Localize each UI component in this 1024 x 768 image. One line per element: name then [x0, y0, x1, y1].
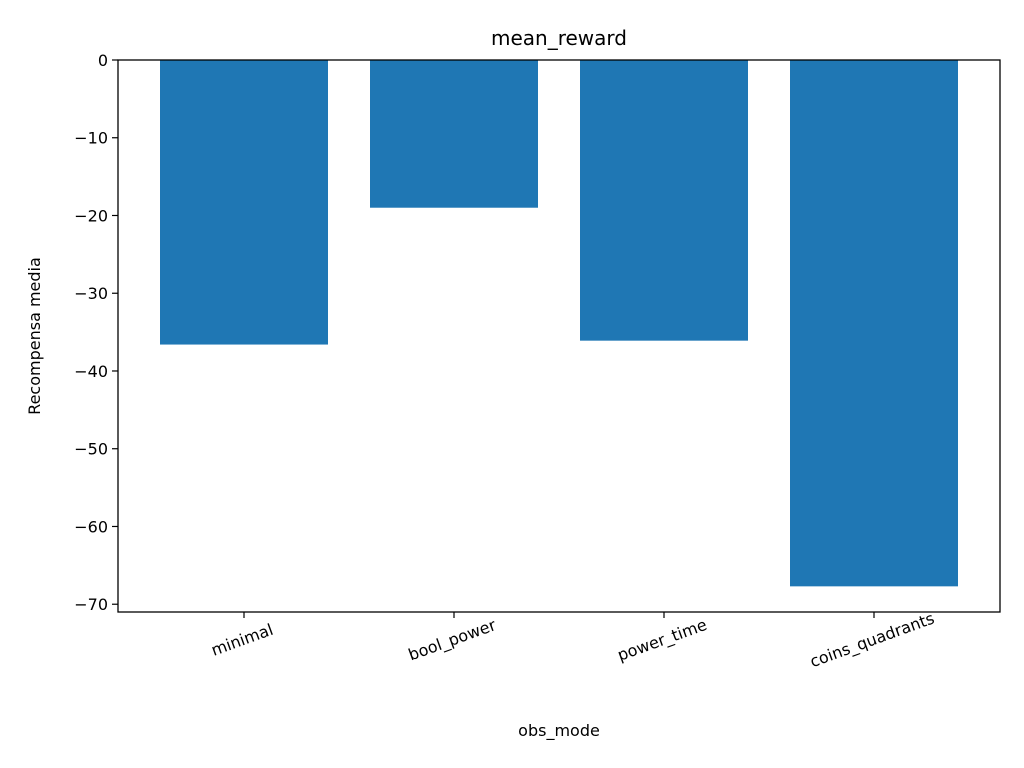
- y-tick-label: −30: [74, 284, 108, 303]
- y-tick-label: −70: [74, 595, 108, 614]
- bar-minimal: [160, 60, 328, 345]
- x-tick-label-power_time: power_time: [615, 615, 710, 666]
- x-axis-title: obs_mode: [518, 721, 600, 741]
- y-tick-label: −40: [74, 362, 108, 381]
- x-tick-label-minimal: minimal: [209, 620, 276, 660]
- bar-coins_quadrants: [790, 60, 958, 587]
- plot-frame: [117, 59, 1001, 613]
- y-tick-label: −60: [74, 517, 108, 536]
- chart-title: mean_reward: [491, 26, 627, 50]
- y-tick-label: −10: [74, 129, 108, 148]
- y-tick-label: −20: [74, 206, 108, 225]
- bar-power_time: [580, 60, 748, 341]
- bars-group: [160, 60, 958, 587]
- y-axis-title: Recompensa media: [25, 257, 44, 415]
- x-tick-label-bool_power: bool_power: [406, 615, 499, 665]
- y-axis: 0 −10 −20 −30 −40 −50 −60 −70: [74, 51, 118, 614]
- bar-bool_power: [370, 60, 538, 208]
- x-tick-label-coins_quadrants: coins_quadrants: [807, 609, 937, 673]
- y-tick-label: −50: [74, 440, 108, 459]
- x-axis: minimal bool_power power_time coins_quadran…: [209, 609, 938, 673]
- y-tick-label: 0: [98, 51, 108, 70]
